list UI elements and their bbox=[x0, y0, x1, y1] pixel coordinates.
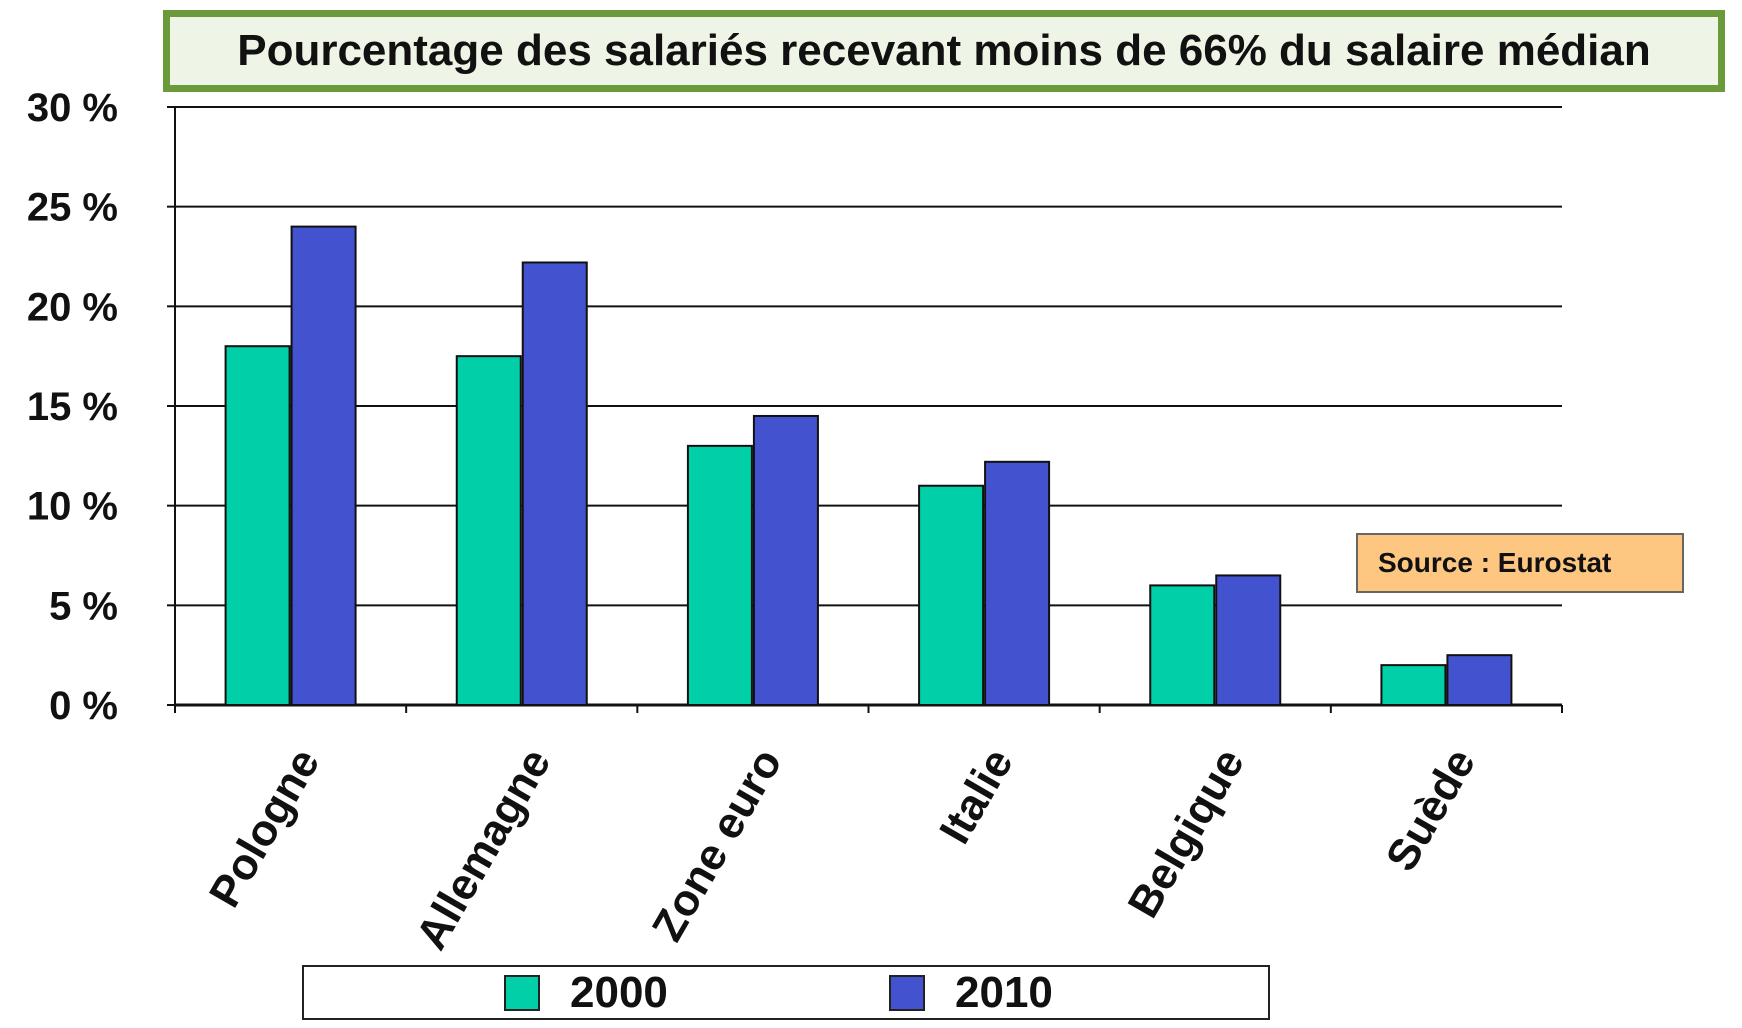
bar-2000-belgique bbox=[1149, 584, 1216, 707]
legend-label-2010: 2010 bbox=[955, 967, 1053, 1017]
bar-2010-italie bbox=[984, 460, 1051, 706]
category-label: Suède bbox=[1377, 741, 1485, 880]
y-tick-label: 15 % bbox=[27, 385, 118, 429]
source-annotation-box: Source : Eurostat bbox=[1356, 533, 1684, 593]
y-tick-label: 30 % bbox=[27, 86, 118, 130]
category-label: Italie bbox=[930, 740, 1023, 851]
y-tick-label: 10 % bbox=[27, 485, 118, 529]
chart-title-box: Pourcentage des salariés recevant moins … bbox=[163, 10, 1725, 92]
bar-2010-suède bbox=[1446, 654, 1513, 707]
y-tick-label: 20 % bbox=[27, 285, 118, 329]
bar-2000-pologne bbox=[224, 345, 291, 706]
category-label: Zone euro bbox=[643, 741, 792, 950]
bar-2000-italie bbox=[918, 484, 985, 706]
chart-title: Pourcentage des salariés recevant moins … bbox=[237, 26, 1651, 75]
y-tick-label: 5 % bbox=[49, 584, 118, 628]
legend: 2000 2010 bbox=[302, 965, 1270, 1020]
legend-swatch-2010 bbox=[889, 974, 925, 1011]
bar-2000-suède bbox=[1380, 664, 1447, 707]
bar-2000-zone-euro bbox=[686, 444, 753, 706]
category-label: Allemagne bbox=[407, 741, 561, 958]
y-tick-label: 0 % bbox=[49, 684, 118, 728]
bar-2010-belgique bbox=[1215, 574, 1282, 707]
legend-label-2000: 2000 bbox=[570, 967, 668, 1017]
category-label: Belgique bbox=[1119, 741, 1254, 926]
bar-2010-allemagne bbox=[521, 261, 588, 706]
bar-2000-allemagne bbox=[455, 355, 522, 706]
y-tick-label: 25 % bbox=[27, 186, 118, 230]
bar-2010-zone-euro bbox=[752, 414, 819, 706]
source-annotation: Source : Eurostat bbox=[1378, 547, 1612, 578]
category-label: Pologne bbox=[200, 741, 329, 916]
legend-swatch-2000 bbox=[504, 974, 540, 1011]
bar-2010-pologne bbox=[290, 225, 357, 706]
legend-item-2000: 2000 bbox=[504, 967, 668, 1018]
legend-item-2010: 2010 bbox=[889, 967, 1053, 1018]
